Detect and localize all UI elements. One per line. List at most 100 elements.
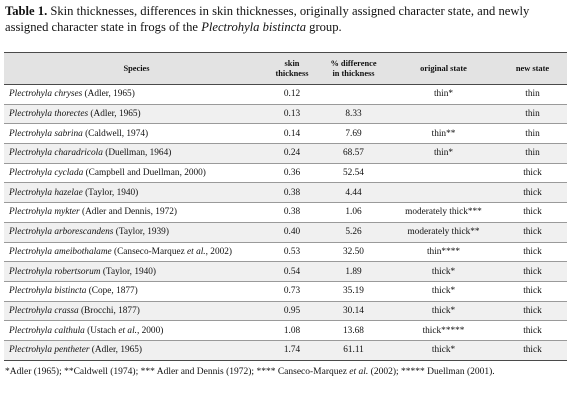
new-state-cell: thick: [498, 281, 567, 302]
species-author-italic: et al.: [187, 246, 206, 257]
species-name: Plectrohyla sabrina: [9, 128, 83, 139]
caption-text-1: Skin thicknesses, differences in skin th…: [5, 4, 530, 34]
skin-thickness-cell: 0.38: [266, 202, 318, 223]
species-author-italic: et al.: [118, 325, 137, 336]
table-row: Plectrohyla calthula (Ustach et al., 200…: [4, 320, 567, 341]
species-name: Plectrohyla cyclada: [9, 168, 84, 179]
table-row: Plectrohyla arborescandens (Taylor, 1939…: [4, 222, 567, 243]
species-author: (Adler, 1965): [82, 89, 135, 100]
species-author-tail: , 2000): [136, 325, 164, 336]
table-row: Plectrohyla pentheter (Adler, 1965) 1.74 6…: [4, 340, 567, 361]
table-row: Plectrohyla charadricola (Duellman, 1964…: [4, 143, 567, 164]
species-cell: Plectrohyla arborescandens (Taylor, 1939…: [4, 222, 266, 243]
new-state-cell: thin: [498, 123, 567, 145]
species-author: (Campbell and Duellman, 2000): [83, 168, 206, 179]
pct-difference-cell: 13.68: [318, 320, 389, 341]
species-name: Plectrohyla mykter: [9, 207, 80, 218]
new-state-cell: thick: [498, 182, 567, 204]
table-row: Plectrohyla sabrina (Caldwell, 1974) 0.14…: [4, 123, 567, 145]
pct-difference-cell: 5.26: [318, 222, 389, 243]
table-header-row: Species skin thickness % difference in thi…: [4, 52, 567, 85]
caption-lead: Table 1.: [5, 4, 48, 18]
species-author: (Canseco-Marquez: [111, 246, 188, 257]
pct-difference-cell: 1.89: [318, 261, 389, 282]
skin-thickness-cell: 0.12: [266, 84, 318, 105]
species-name: Plectrohyla charadricola: [9, 148, 103, 159]
pct-difference-cell: 30.14: [318, 301, 389, 322]
species-cell: Plectrohyla pentheter (Adler, 1965): [4, 340, 266, 361]
species-author: (Brocchi, 1877): [78, 305, 140, 316]
species-cell: Plectrohyla thorectes (Adler, 1965): [4, 104, 266, 125]
species-cell: Plectrohyla bistincta (Cope, 1877): [4, 281, 266, 302]
table-row: Plectrohyla hazelae (Taylor, 1940) 0.38 4.…: [4, 182, 567, 204]
species-cell: Plectrohyla calthula (Ustach et al., 200…: [4, 320, 266, 341]
skin-thickness-cell: 1.74: [266, 340, 318, 361]
species-author: (Ustach: [84, 325, 119, 336]
table-row: Plectrohyla robertsorum (Taylor, 1940) 0.…: [4, 261, 567, 282]
pct-difference-cell: 61.11: [318, 340, 389, 361]
skin-thickness-cell: 0.24: [266, 143, 318, 164]
species-name: Plectrohyla bistincta: [9, 286, 87, 297]
original-state-cell: [389, 182, 498, 204]
species-name: Plectrohyla thorectes: [9, 109, 89, 120]
header-skin-line2: thickness: [275, 68, 309, 78]
species-author: (Taylor, 1939): [113, 227, 169, 238]
original-state-cell: moderately thick***: [389, 202, 498, 223]
species-name: Plectrohyla calthula: [9, 325, 85, 336]
original-state-cell: thin*: [389, 84, 498, 105]
species-author: (Caldwell, 1974): [82, 128, 149, 139]
skin-thickness-cell: 0.36: [266, 163, 318, 184]
species-cell: Plectrohyla mykter (Adler and Dennis, 19…: [4, 202, 266, 223]
header-new-state: new state: [498, 52, 567, 85]
species-author: (Taylor, 1940): [82, 187, 139, 198]
new-state-cell: thick: [498, 202, 567, 223]
header-species: Species: [4, 52, 266, 85]
pct-difference-cell: 35.19: [318, 281, 389, 302]
table-footnote: *Adler (1965); **Caldwell (1974); *** Ad…: [5, 366, 567, 378]
pct-difference-cell: 32.50: [318, 242, 389, 263]
species-name: Plectrohyla pentheter: [9, 345, 90, 356]
species-author-tail: , 2002): [205, 246, 232, 257]
table-row: Plectrohyla crassa (Brocchi, 1877) 0.95 30…: [4, 301, 567, 322]
species-author: (Adler, 1965): [89, 345, 143, 356]
species-author: (Duellman, 1964): [102, 148, 172, 159]
species-cell: Plectrohyla sabrina (Caldwell, 1974): [4, 123, 266, 145]
species-name: Plectrohyla robertsorum: [9, 266, 101, 277]
original-state-cell: [389, 104, 498, 125]
species-author: (Adler and Dennis, 1972): [79, 207, 177, 218]
skin-thickness-cell: 0.73: [266, 281, 318, 302]
species-cell: Plectrohyla robertsorum (Taylor, 1940): [4, 261, 266, 282]
new-state-cell: thick: [498, 163, 567, 184]
skin-thickness-cell: 0.38: [266, 182, 318, 204]
original-state-cell: thick*: [389, 281, 498, 302]
original-state-cell: thick*****: [389, 320, 498, 341]
new-state-cell: thick: [498, 261, 567, 282]
table-row: Plectrohyla chryses (Adler, 1965) 0.12 thi…: [4, 84, 567, 105]
footnote-text-2: (2002); ***** Duellman (2001).: [368, 367, 495, 377]
pct-difference-cell: 68.57: [318, 143, 389, 164]
header-original-state: original state: [389, 52, 498, 85]
skin-thickness-cell: 0.13: [266, 104, 318, 125]
original-state-cell: [389, 163, 498, 184]
original-state-cell: moderately thick**: [389, 222, 498, 243]
species-cell: Plectrohyla crassa (Brocchi, 1877): [4, 301, 266, 322]
footnote-text-1: *Adler (1965); **Caldwell (1974); *** Ad…: [5, 367, 350, 377]
footnote-italic: et al.: [349, 367, 369, 377]
pct-difference-cell: 52.54: [318, 163, 389, 184]
skin-thickness-cell: 0.14: [266, 123, 318, 145]
species-name: Plectrohyla chryses: [9, 89, 83, 100]
species-author: (Adler, 1965): [88, 109, 141, 120]
skin-thickness-cell: 0.54: [266, 261, 318, 282]
table-row: Plectrohyla mykter (Adler and Dennis, 19…: [4, 202, 567, 223]
original-state-cell: thin**: [389, 123, 498, 145]
species-cell: Plectrohyla charadricola (Duellman, 1964…: [4, 143, 266, 164]
skin-thickness-cell: 0.95: [266, 301, 318, 322]
caption-group-name: Plectrohyla bistincta: [201, 20, 306, 34]
species-author: (Cope, 1877): [86, 286, 138, 297]
new-state-cell: thin: [498, 104, 567, 125]
header-pct-difference: % difference in thickness: [318, 52, 389, 85]
species-cell: Plectrohyla cyclada (Campbell and Duellm…: [4, 163, 266, 184]
pct-difference-cell: 7.69: [318, 123, 389, 145]
caption-text-2: group.: [306, 20, 342, 34]
new-state-cell: thin: [498, 84, 567, 105]
